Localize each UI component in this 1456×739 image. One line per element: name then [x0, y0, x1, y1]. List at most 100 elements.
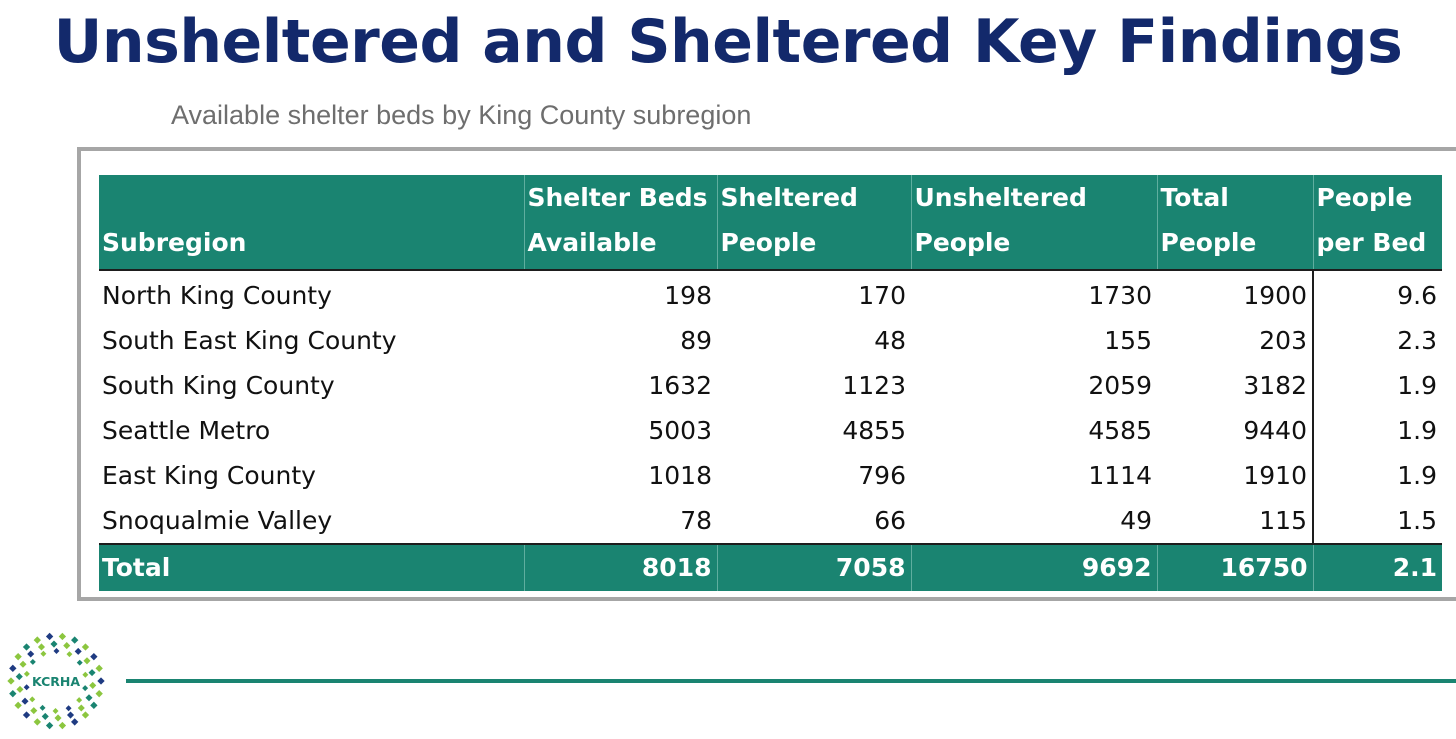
table-row: North King County 198 170 1730 1900 9.6: [99, 270, 1442, 318]
unsheltered-people-cell: 49: [1120, 506, 1152, 535]
logo-tile: [97, 677, 105, 685]
logo-tile: [95, 664, 103, 672]
table-row: Snoqualmie Valley 78 66 49 115 1.5: [99, 498, 1442, 544]
logo-tile: [21, 697, 29, 705]
column-header-shelter-beds: Shelter Beds Available: [523, 175, 717, 270]
subregion-cell: Seattle Metro: [102, 416, 271, 445]
unsheltered-people-cell: 1730: [1088, 281, 1152, 310]
column-header-line: Unsheltered: [914, 183, 1087, 212]
logo-tile: [15, 673, 23, 681]
subregion-cell: North King County: [102, 281, 332, 310]
logo-tile: [41, 712, 49, 720]
table-frame: Subregion Shelter Beds Available Shelter…: [77, 147, 1456, 601]
logo-tile: [90, 701, 98, 710]
logo-tile: [85, 694, 93, 702]
logo-tile: [52, 708, 59, 714]
logo-tile: [9, 664, 17, 672]
logo-tile: [77, 704, 85, 712]
people-per-bed-cell: 1.9: [1312, 363, 1442, 408]
header-row: Subregion Shelter Beds Available Shelter…: [99, 175, 1442, 270]
logo-tile: [33, 718, 41, 726]
table-row: East King County 1018 796 1114 1910 1.9: [99, 453, 1442, 498]
column-header-unsheltered-people: Unsheltered People: [910, 175, 1157, 270]
total-people-cell: 16750: [1156, 544, 1313, 591]
total-people-cell: 1900: [1243, 281, 1307, 310]
unsheltered-people-cell: 4585: [1088, 416, 1152, 445]
total-people-cell: 203: [1259, 326, 1307, 355]
logo-tile: [65, 705, 72, 712]
logo-tile: [71, 718, 79, 726]
total-people-cell: 115: [1259, 506, 1307, 535]
logo-tile: [81, 711, 90, 719]
logo-tile: [23, 670, 30, 677]
logo-tile: [90, 652, 98, 661]
column-header-line: Available: [527, 228, 657, 257]
logo-tile: [39, 704, 46, 711]
total-label-cell: Total: [99, 544, 524, 591]
logo-tile: [45, 721, 54, 730]
logo-tile: [23, 684, 30, 691]
logo-tile: [63, 642, 71, 650]
logo-tile: [40, 650, 47, 657]
column-header-line: Subregion: [102, 228, 247, 257]
logo-tile: [82, 671, 89, 678]
logo-tile: [76, 659, 83, 666]
logo-tile: [19, 660, 27, 668]
sheltered-people-cell: 4855: [842, 416, 906, 445]
subregion-cell: East King County: [102, 461, 316, 490]
logo-tile: [29, 696, 36, 703]
logo-tile: [27, 650, 35, 658]
total-people-cell: 9440: [1243, 416, 1307, 445]
logo-tile: [74, 647, 82, 655]
people-per-bed-cell: 1.9: [1312, 453, 1442, 498]
column-header-line: People: [1160, 228, 1257, 257]
people-per-bed-cell: 9.6: [1312, 270, 1442, 318]
page-title: Unsheltered and Sheltered Key Findings: [53, 7, 1403, 77]
total-people-cell: 3182: [1243, 371, 1307, 400]
shelter-beds-cell: 89: [680, 326, 712, 355]
column-header-line: Shelter Beds: [527, 183, 708, 212]
sheltered-people-cell: 66: [874, 506, 906, 535]
unsheltered-people-cell: 1114: [1088, 461, 1152, 490]
sheltered-people-cell: 48: [874, 326, 906, 355]
unsheltered-people-cell: 2059: [1088, 371, 1152, 400]
total-shelter-beds-cell: 8018: [523, 544, 717, 591]
column-header-line: People: [720, 228, 817, 257]
column-header-line: Sheltered: [720, 183, 858, 212]
logo-tile: [30, 707, 38, 715]
column-header-line: Total: [1160, 183, 1229, 212]
logo-tile: [14, 701, 22, 710]
logo-tile: [71, 636, 79, 644]
logo-tile: [81, 643, 90, 651]
logo-tile: [37, 643, 46, 651]
logo-tile: [33, 636, 41, 644]
sheltered-people-cell: 170: [858, 281, 906, 310]
table-body: North King County 198 170 1730 1900 9.6 …: [99, 270, 1442, 544]
footer-divider: [126, 679, 1456, 683]
shelter-beds-cell: 198: [664, 281, 712, 310]
shelter-beds-cell: 78: [680, 506, 712, 535]
total-unsheltered-people-cell: 9692: [910, 544, 1157, 591]
shelter-beds-cell: 5003: [648, 416, 712, 445]
logo-tile: [14, 652, 22, 661]
logo-tile: [45, 632, 54, 641]
logo-text: KCRHA: [32, 674, 80, 689]
shelter-beds-cell: 1018: [648, 461, 712, 490]
subregion-cell: South East King County: [102, 326, 397, 355]
total-row: Total 8018 7058 9692 16750 2.1: [99, 544, 1442, 591]
logo-tile: [58, 632, 67, 641]
column-header-subregion: Subregion: [99, 175, 524, 270]
column-header-line: People: [914, 228, 1011, 257]
logo-tile: [9, 690, 17, 698]
column-header-line: per Bed: [1316, 228, 1427, 257]
total-sheltered-people-cell: 7058: [716, 544, 911, 591]
logo-tile: [76, 697, 83, 704]
logo-tile: [50, 640, 58, 648]
shelter-beds-cell: 1632: [648, 371, 712, 400]
table-footer: Total 8018 7058 9692 16750 2.1: [99, 544, 1442, 591]
kcrha-logo-icon: KCRHA: [7, 632, 105, 730]
logo-tile: [88, 669, 96, 677]
table-row: Seattle Metro 5003 4855 4585 9440 1.9: [99, 408, 1442, 453]
sheltered-people-cell: 796: [858, 461, 906, 490]
